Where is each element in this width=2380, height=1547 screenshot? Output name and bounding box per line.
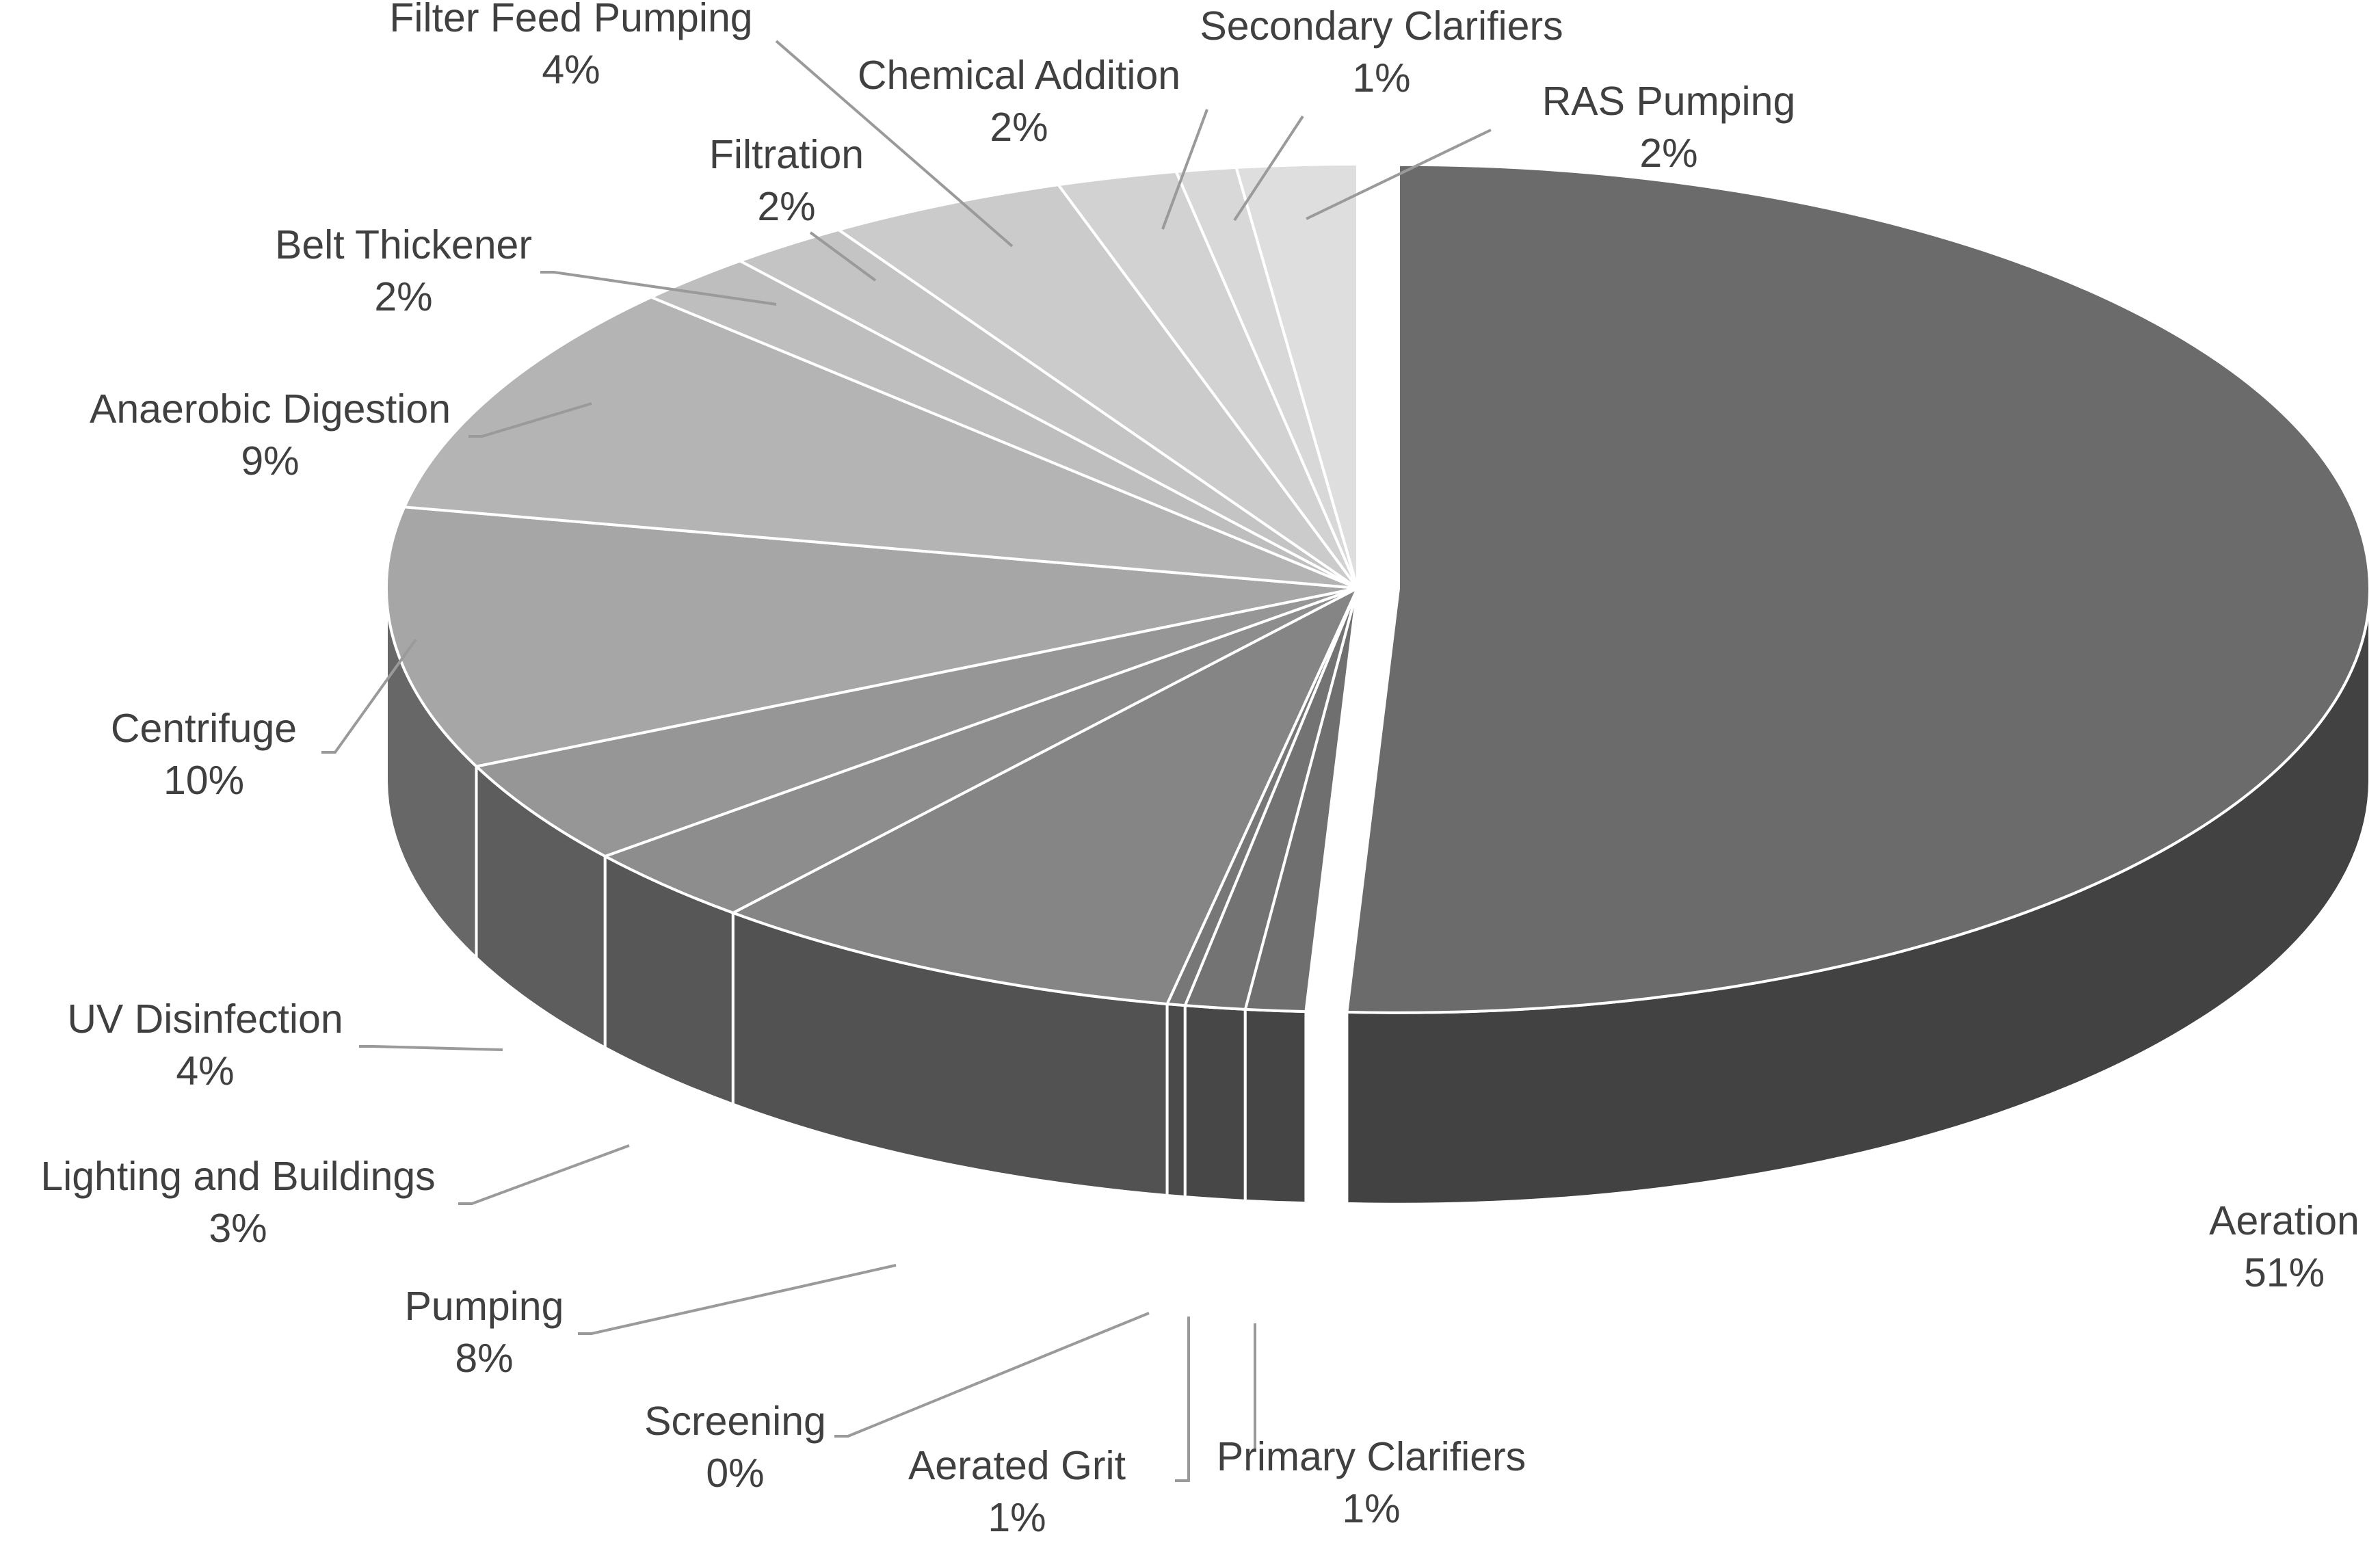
percent-aeration: 51% (2244, 1250, 2325, 1295)
percent-filter-feed-pumping: 4% (542, 47, 600, 92)
pie-side-screening (1165, 1002, 1187, 1199)
leader-lighting-and-buildings (458, 1144, 630, 1205)
leader-anaerobic-digestion (468, 402, 592, 438)
pie-slice-aeration (1345, 163, 2371, 1014)
percent-chemical-addition: 2% (990, 105, 1048, 150)
label-screening: Screening (644, 1399, 826, 1444)
pie-slice-pumping (731, 587, 1359, 1005)
leader-filter-feed-pumping (775, 40, 1014, 248)
percent-secondary-clarifiers: 1% (1352, 55, 1410, 101)
label-primary-clarifiers: Primary Clarifiers (1217, 1434, 1526, 1479)
percent-pumping: 8% (455, 1336, 513, 1381)
label-pumping: Pumping (405, 1284, 564, 1329)
label-filtration: Filtration (709, 132, 864, 177)
percent-ras-pumping: 2% (1639, 131, 1697, 176)
label-belt-thickener: Belt Thickener (275, 222, 532, 267)
leader-ras-pumping (1306, 129, 1492, 220)
leader-screening (834, 1312, 1150, 1438)
percent-aerated-grit: 1% (988, 1495, 1046, 1540)
label-chemical-addition: Chemical Addition (858, 53, 1180, 98)
label-uv-disinfection: UV Disinfection (67, 996, 343, 1042)
label-ras-pumping: RAS Pumping (1542, 79, 1796, 124)
pie-slice-ras-pumping (1234, 163, 1359, 590)
label-centrifuge: Centrifuge (111, 706, 297, 751)
percent-centrifuge: 10% (163, 758, 244, 803)
pie-slice-uv-disinfection (475, 587, 1359, 858)
slice-labels: Aeration 51% Primary Clarifiers 1% Aerated G… (40, 0, 2359, 1540)
leader-belt-thickener (540, 271, 777, 306)
leader-uv-disinfection (359, 1045, 503, 1051)
leader-lines (321, 40, 1492, 1482)
pie-side-primary-clarifiers (1243, 1007, 1308, 1205)
pie-side-aerated-grit (1183, 1004, 1247, 1202)
leader-secondary-clarifiers (1233, 115, 1304, 222)
label-aerated-grit: Aerated Grit (908, 1443, 1126, 1488)
leader-filtration (809, 231, 877, 282)
leader-chemical-addition (1161, 109, 1208, 230)
pie-slice-lighting-and-buildings (603, 587, 1359, 914)
pie-slice-anaerobic-digestion (403, 295, 1359, 590)
percent-screening: 0% (706, 1451, 764, 1496)
label-filter-feed-pumping: Filter Feed Pumping (389, 0, 752, 40)
label-anaerobic-digestion: Anaerobic Digestion (90, 386, 451, 432)
leader-aerated-grit (1175, 1317, 1190, 1482)
percent-anaerobic-digestion: 9% (241, 438, 299, 484)
leader-centrifuge (321, 638, 417, 754)
leader-pumping (578, 1264, 897, 1335)
label-secondary-clarifiers: Secondary Clarifiers (1200, 3, 1563, 49)
label-lighting-and-buildings: Lighting and Buildings (40, 1154, 435, 1199)
percent-uv-disinfection: 4% (176, 1048, 234, 1094)
pie-tops (385, 163, 2371, 1014)
percent-lighting-and-buildings: 3% (209, 1206, 267, 1251)
percent-filtration: 2% (757, 184, 815, 229)
percent-belt-thickener: 2% (374, 274, 432, 319)
label-aeration: Aeration (2209, 1198, 2359, 1243)
percent-primary-clarifiers: 1% (1342, 1486, 1400, 1531)
pie-slice-filter-feed-pumping (837, 183, 1359, 590)
pie-slice-centrifuge (385, 505, 1359, 768)
